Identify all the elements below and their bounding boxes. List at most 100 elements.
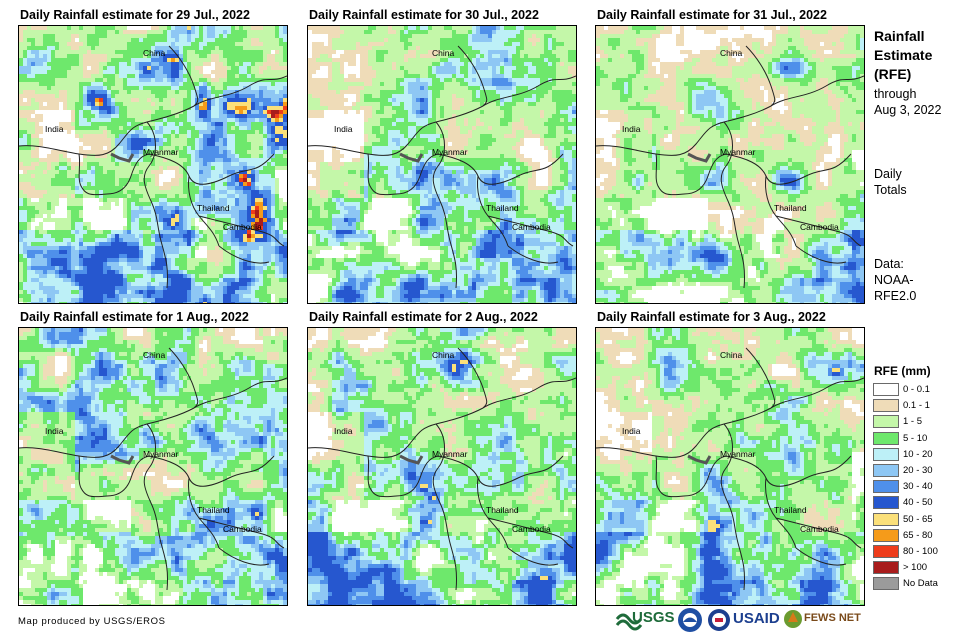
country-border [218,245,270,264]
panel-title: Daily Rainfall estimate for 2 Aug., 2022 [309,310,538,324]
rainfall-map: China India Myanmar Thailand Cambodia [307,25,577,304]
legend-swatch [873,512,899,526]
no-data-patch [399,454,424,465]
legend-label: 0 - 0.1 [903,384,930,395]
rainfall-map: China India Myanmar Thailand Cambodia [595,327,865,606]
sidebar-title-line: Rainfall [874,27,932,46]
country-label-thailand: Thailand [774,505,807,515]
data-source: Data: NOAA- RFE2.0 [874,256,916,304]
country-label-india: India [45,426,63,436]
legend-swatch [873,383,899,396]
totals-label: Totals [874,182,907,198]
rainfall-grid [19,328,287,605]
legend-swatch [873,447,899,461]
legend-swatch [873,496,899,510]
country-label-thailand: Thailand [774,203,807,213]
country-border [198,517,285,549]
country-label-thailand: Thailand [197,505,230,515]
country-border [193,377,287,409]
country-label-myanmar: Myanmar [720,449,755,459]
legend-swatch [873,577,899,591]
legend-label: 5 - 10 [903,433,927,444]
country-label-china: China [432,350,454,360]
source-line: NOAA- [874,272,916,288]
daily-label: Daily [874,166,907,182]
through-date: through Aug 3, 2022 [874,86,941,118]
legend-swatch [873,544,899,558]
country-label-india: India [622,124,640,134]
usaid-seal-icon [708,609,730,631]
country-border [725,153,852,185]
country-label-myanmar: Myanmar [432,449,467,459]
country-border [193,75,287,107]
legend-swatch [873,399,899,413]
country-border [655,153,685,196]
legend-swatch [873,480,899,494]
country-border [507,245,559,264]
country-border [482,75,576,107]
through-date-value: Aug 3, 2022 [874,102,941,118]
country-label-china: China [720,350,742,360]
noaa-logo-icon [678,608,702,632]
country-border [106,455,150,497]
country-label-thailand: Thailand [197,203,230,213]
country-label-india: India [45,124,63,134]
legend-swatch [873,463,899,477]
rainfall-grid [308,328,576,605]
panel-title: Daily Rainfall estimate for 29 Jul., 202… [20,8,250,22]
through-label: through [874,86,941,102]
country-border [168,45,199,107]
no-data-patch [687,454,712,465]
country-label-china: China [432,48,454,58]
country-label-india: India [334,124,352,134]
country-border [437,455,564,487]
legend-label: 65 - 80 [903,530,933,541]
usgs-logo-icon [615,613,643,631]
country-border [775,215,862,247]
legend-title: RFE (mm) [874,364,931,378]
country-label-cambodia: Cambodia [800,524,839,534]
daily-totals: Daily Totals [874,166,907,198]
country-border [725,455,852,487]
legend-swatch [873,415,899,429]
no-data-patch [110,152,135,163]
country-border [367,153,397,196]
legend-label: 1 - 5 [903,416,922,427]
country-label-cambodia: Cambodia [223,524,262,534]
rainfall-map: China India Myanmar Thailand Cambodia [595,25,865,304]
fewsnet-logo-icon [784,610,802,628]
country-label-china: China [720,48,742,58]
legend-label: 40 - 50 [903,497,933,508]
legend-label: No Data [903,578,938,589]
country-border [507,547,559,566]
country-border [437,153,564,185]
country-border [168,347,199,409]
country-label-thailand: Thailand [486,203,519,213]
panel-title: Daily Rainfall estimate for 31 Jul., 202… [597,8,827,22]
country-label-india: India [622,426,640,436]
no-data-patch [687,152,712,163]
country-border [596,105,772,156]
country-border [218,547,270,566]
legend-swatch [873,431,899,445]
country-border [148,455,275,487]
usgs-logo: USGS [632,609,675,626]
no-data-patch [110,454,135,465]
fewsnet-logo: FEWS NET [804,612,861,624]
country-border [683,153,727,195]
legend-swatch [873,561,899,575]
country-label-myanmar: Myanmar [432,147,467,157]
panel-title: Daily Rainfall estimate for 30 Jul., 202… [309,8,539,22]
country-label-myanmar: Myanmar [143,449,178,459]
country-border [395,153,439,195]
rainfall-grid [308,26,576,303]
data-label: Data: [874,256,916,272]
country-label-thailand: Thailand [486,505,519,515]
country-label-china: China [143,350,165,360]
country-border [148,153,275,185]
country-border [308,105,484,156]
country-border [795,547,847,566]
country-label-myanmar: Myanmar [720,147,755,157]
country-border [395,455,439,497]
country-border [596,407,772,458]
